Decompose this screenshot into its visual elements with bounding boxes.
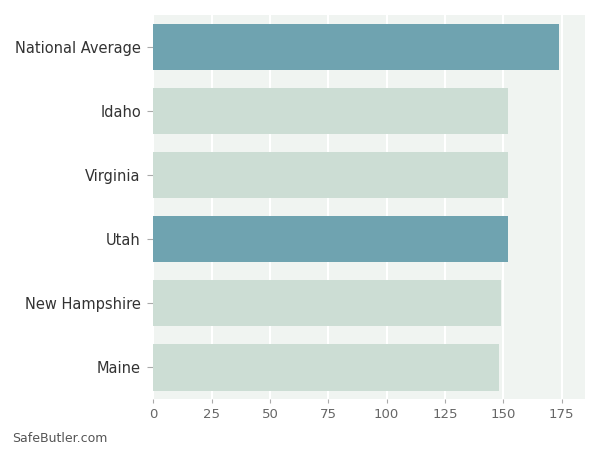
Bar [154,24,559,70]
Bar [154,280,501,326]
Text: SafeButler.com: SafeButler.com [12,432,107,446]
Bar [154,152,508,198]
Bar [154,344,499,391]
Bar [154,88,508,134]
Bar [154,216,508,262]
